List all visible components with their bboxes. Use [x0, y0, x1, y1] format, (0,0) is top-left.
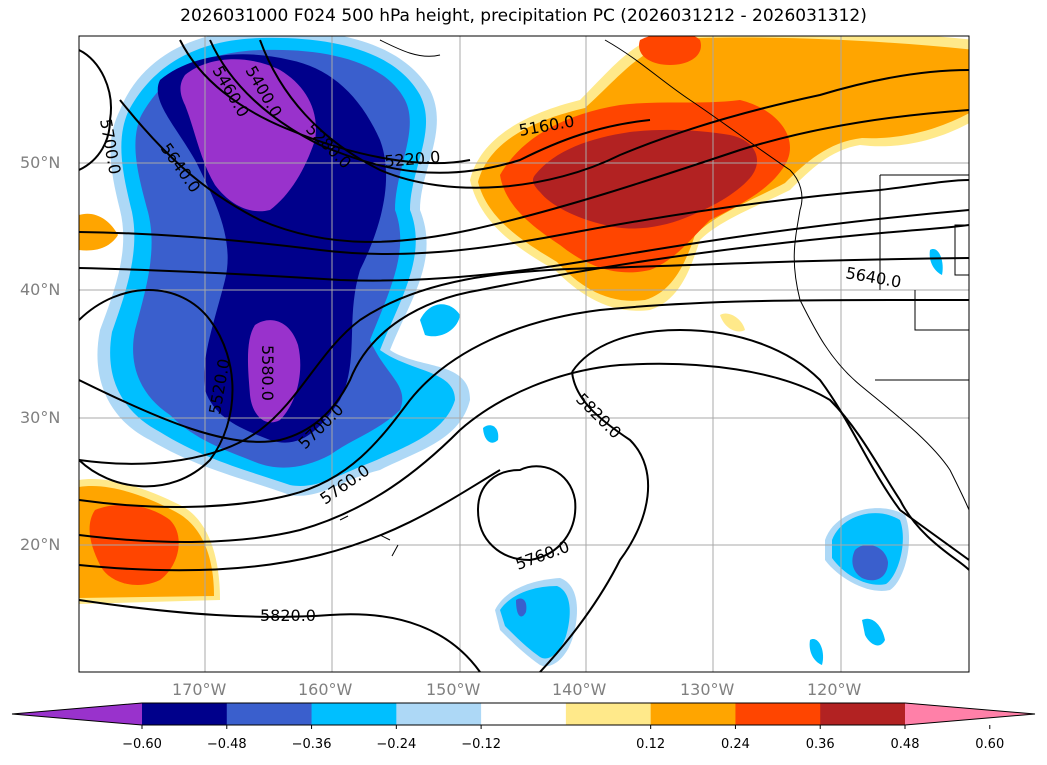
contour-label: 5580.0: [258, 345, 277, 401]
colorbar-tick-label: −0.48: [206, 737, 247, 752]
colorbar-segment: [142, 703, 228, 725]
lat-label-20n: 20°N: [20, 535, 61, 554]
lon-label-130w: 130°W: [680, 680, 735, 699]
colorbar-tick-label: −0.36: [291, 737, 332, 752]
lon-label-140w: 140°W: [552, 680, 607, 699]
height-contours: [79, 39, 969, 672]
precip-region-negative: [809, 639, 824, 665]
colorbar-segment: [820, 703, 906, 725]
colorbar: [11, 702, 1036, 729]
lon-label-160w: 160°W: [298, 680, 353, 699]
colorbar-tick-label: 0.60: [975, 737, 1005, 752]
colorbar-segment: [735, 703, 821, 725]
colorbar-segment: [650, 703, 736, 725]
colorbar-segment: [565, 703, 652, 725]
gridlines: [79, 36, 969, 672]
lat-label-40n: 40°N: [20, 280, 61, 299]
precip-region-negative: [483, 425, 499, 443]
contour-label: 5220.0: [384, 147, 441, 171]
lon-label-150w: 150°W: [426, 680, 481, 699]
colorbar-tick-label: 0.12: [636, 737, 666, 752]
precip-region-positive: [532, 129, 758, 229]
precip-region-positive: [720, 313, 745, 332]
colorbar-segment: [311, 703, 397, 725]
lon-label-120w: 120°W: [807, 680, 862, 699]
precip-region-positive: [639, 36, 701, 65]
map-title: 2026031000 F024 500 hPa height, precipit…: [180, 6, 867, 26]
precip-region-negative: [929, 249, 943, 275]
precip-region-negative: [852, 544, 888, 581]
colorbar-tick-label: −0.12: [461, 737, 502, 752]
map-frame: [78, 35, 970, 673]
lon-label-170w: 170°W: [172, 680, 227, 699]
lat-label-30n: 30°N: [20, 408, 61, 427]
lat-label-50n: 50°N: [20, 153, 61, 172]
colorbar-tick-label: 0.48: [890, 737, 920, 752]
colorbar-segment: [481, 703, 567, 725]
precip-region-negative: [420, 304, 460, 337]
coastlines: [339, 39, 969, 557]
colorbar-tick-label: 0.36: [805, 737, 835, 752]
precip-region-negative: [862, 618, 885, 646]
colorbar-tick-label: 0.24: [720, 737, 750, 752]
colorbar-segment: [396, 703, 482, 725]
colorbar-segment: [905, 703, 1035, 725]
precip-region-negative: [516, 598, 527, 617]
colorbar-segment: [12, 703, 142, 725]
colorbar-tick-label: −0.24: [376, 737, 417, 752]
colorbar-segment: [226, 703, 313, 725]
precip-region-negative: [247, 320, 301, 423]
contour-label: 5820.0: [260, 606, 316, 625]
colorbar-tick-label: −0.60: [122, 737, 162, 752]
precip-region-negative: [180, 59, 316, 212]
